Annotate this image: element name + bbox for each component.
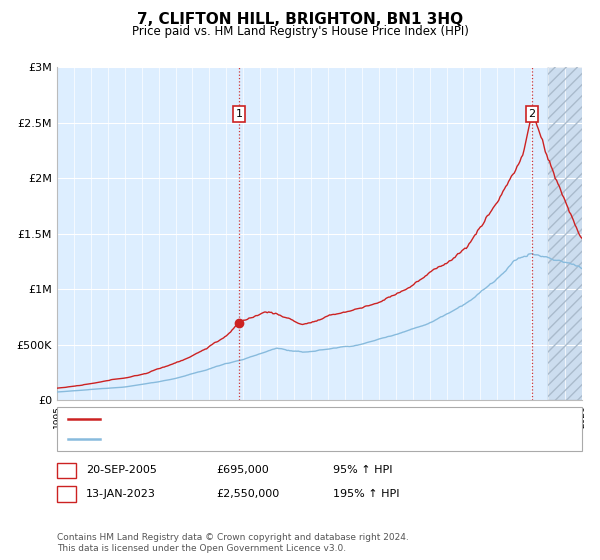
- Text: 13-JAN-2023: 13-JAN-2023: [86, 489, 155, 499]
- Text: £2,550,000: £2,550,000: [216, 489, 279, 499]
- Text: Price paid vs. HM Land Registry's House Price Index (HPI): Price paid vs. HM Land Registry's House …: [131, 25, 469, 38]
- Text: Contains HM Land Registry data © Crown copyright and database right 2024.
This d: Contains HM Land Registry data © Crown c…: [57, 533, 409, 553]
- Text: 7, CLIFTON HILL, BRIGHTON, BN1 3HQ: 7, CLIFTON HILL, BRIGHTON, BN1 3HQ: [137, 12, 463, 27]
- Text: 1: 1: [236, 109, 242, 119]
- Text: 2: 2: [529, 109, 535, 119]
- Text: 195% ↑ HPI: 195% ↑ HPI: [333, 489, 400, 499]
- Bar: [548, 67, 586, 400]
- Text: HPI: Average price, detached house, Brighton and Hove: HPI: Average price, detached house, Brig…: [106, 433, 397, 444]
- Text: 7, CLIFTON HILL, BRIGHTON, BN1 3HQ (detached house): 7, CLIFTON HILL, BRIGHTON, BN1 3HQ (deta…: [106, 414, 400, 424]
- Text: £695,000: £695,000: [216, 465, 269, 475]
- Text: 95% ↑ HPI: 95% ↑ HPI: [333, 465, 392, 475]
- Text: 2: 2: [63, 489, 70, 499]
- Text: 1: 1: [63, 465, 70, 475]
- Text: 20-SEP-2005: 20-SEP-2005: [86, 465, 157, 475]
- Bar: [548, 67, 586, 400]
